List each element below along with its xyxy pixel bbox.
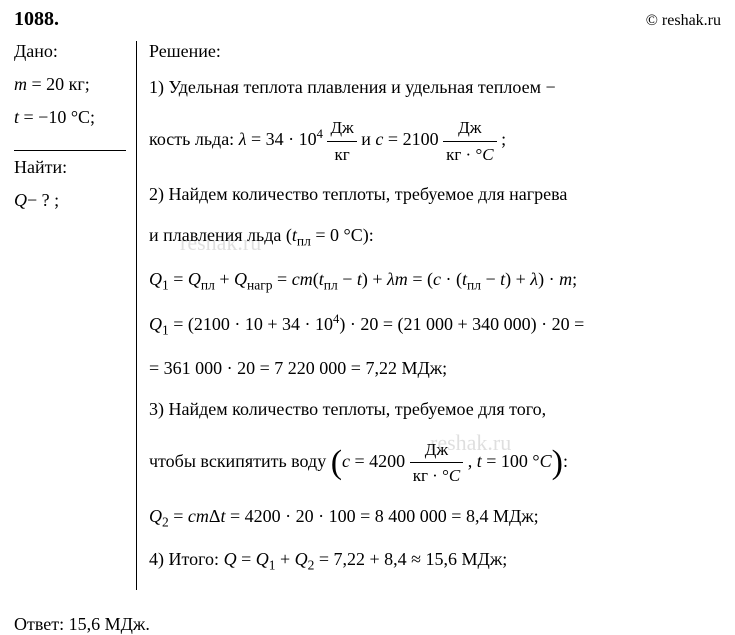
step3-prefix: чтобы вскипятить воду (149, 451, 331, 471)
temp-value: = −10 °C; (19, 107, 95, 127)
header-row: 1088. © reshak.ru (14, 8, 721, 31)
answer-row: Ответ: 15,6 МДж. (14, 614, 721, 635)
step4-prefix: 4) Итого: (149, 549, 224, 569)
divider (14, 150, 126, 151)
q2-line: Q2 = cmΔt = 4200 · 20 · 100 = 8 400 000 … (149, 503, 721, 533)
frac-den2: кг · °C (443, 142, 497, 168)
q1-formula: Q1 = Qпл + Qнагр = cm(tпл − t) + λm = (c… (149, 266, 721, 296)
step3-line-b: чтобы вскипятить воду (c = 4200 Джкг · °… (149, 437, 721, 489)
step4-line: 4) Итого: Q = Q1 + Q2 = 7,22 + 8,4 ≈ 15,… (149, 546, 721, 576)
find-label: Найти: (14, 157, 126, 178)
find-section: Найти: Q− ? ; (14, 157, 126, 211)
step2-line-b: и плавления льда (tпл = 0 °C): (149, 222, 721, 252)
frac-num2: Дж (443, 115, 497, 142)
close-paren: ) (552, 444, 563, 481)
step1-line-b: кость льда: λ = 34 · 104 Джкг и c = 2100… (149, 115, 721, 167)
var-m: m (14, 74, 27, 94)
given-section: Дано: m = 20 кг; t = −10 °C; (14, 41, 126, 146)
step1-prefix: кость льда: (149, 129, 239, 149)
given-temp: t = −10 °C; (14, 107, 126, 128)
step1-line-a: 1) Удельная теплота плавления и удельная… (149, 74, 721, 101)
frac-lambda: Джкг (327, 115, 356, 167)
frac-c: Джкг · °C (443, 115, 497, 167)
q-question: − ? ; (27, 190, 59, 210)
tpl-val: = 0 °C): (311, 225, 374, 245)
c-eq: = 2100 (383, 129, 443, 149)
and: и (361, 129, 375, 149)
find-q: Q− ? ; (14, 190, 126, 211)
frac-water: Джкг · °C (410, 437, 464, 489)
var-q: Q (14, 190, 27, 210)
solution-label: Решение: (149, 41, 721, 62)
copyright: © reshak.ru (646, 12, 721, 30)
step2-prefix: и плавления льда ( (149, 225, 292, 245)
tpl-sub: пл (297, 234, 311, 249)
problem-number: 1088. (14, 8, 59, 31)
semi: ; (497, 129, 507, 149)
answer-value: 15,6 МДж. (69, 614, 150, 634)
lambda-exp: 4 (317, 127, 323, 141)
main-content: Дано: m = 20 кг; t = −10 °C; Найти: Q− ?… (14, 41, 721, 590)
step3-line-a: 3) Найдем количество теплоты, требуемое … (149, 396, 721, 423)
q1-calc-a: Q1 = (2100 · 10 + 34 · 104) · 20 = (21 0… (149, 310, 721, 341)
solution-column: Решение: 1) Удельная теплота плавления и… (136, 41, 721, 590)
given-column: Дано: m = 20 кг; t = −10 °C; Найти: Q− ?… (14, 41, 136, 590)
q1-calc-c: = 361 000 · 20 = 7 220 000 = 7,22 МДж; (149, 355, 721, 382)
answer-label: Ответ: (14, 614, 69, 634)
frac-den: кг (327, 142, 356, 168)
open-paren: ( (331, 444, 342, 481)
given-label: Дано: (14, 41, 126, 62)
mass-value: = 20 кг; (27, 74, 90, 94)
frac-num: Дж (327, 115, 356, 142)
step2-line-a: 2) Найдем количество теплоты, требуемое … (149, 181, 721, 208)
given-mass: m = 20 кг; (14, 74, 126, 95)
lambda-eq: = 34 · 10 (246, 129, 316, 149)
